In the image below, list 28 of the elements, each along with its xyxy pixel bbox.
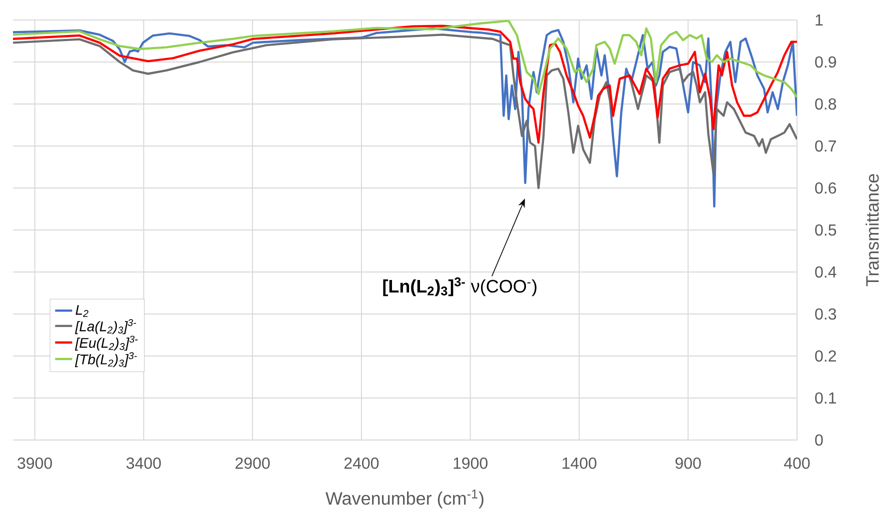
y-tick-label: 0.7 [815,140,836,152]
y-tick-label: 0.6 [815,182,836,194]
y-tick-label: 0.9 [815,56,836,68]
line-series [12,24,797,144]
y-tick-label: 0.5 [815,224,836,236]
legend-label: [Tb(L$_{2}$)$_{3}$]$^{3-}$ [74,352,137,368]
x-axis-title: Wavenumber (cm$^{-1}$) [326,490,484,508]
y-tick-label: 0 [815,434,823,446]
y-tick-label: 0.4 [815,266,836,278]
y-tick-label: 0.8 [815,98,836,110]
x-tick-label: 900 [676,458,701,469]
line-series [12,20,797,98]
y-tick-label: 0.2 [815,350,836,362]
legend-label: [La(L$_{2}$)$_{3}$]$^{3-}$ [74,319,136,334]
x-tick-label: 2400 [344,458,379,469]
legend-label: L$_{2}$ [76,305,88,317]
text: [Ln(L$_{2}$)$_{3}$]$^{3-}$ ν(COO$^{-}$) [383,277,536,296]
x-tick-label: 3900 [18,458,52,469]
y-tick-label: 0.1 [815,392,836,404]
y-tick-label: 0.3 [815,308,836,320]
y-axis-title: Transmittance [866,174,879,286]
y-tick-label: 1 [816,14,823,26]
x-tick-label: 2900 [236,458,270,469]
x-tick-label: 1900 [454,458,488,469]
x-tick-label: 3400 [126,458,161,469]
x-tick-label: 400 [784,458,810,469]
x-tick-label: 1400 [562,458,596,469]
legend-label: [Eu(L$_{2}$)$_{3}$]$^{3-}$ [74,336,138,351]
